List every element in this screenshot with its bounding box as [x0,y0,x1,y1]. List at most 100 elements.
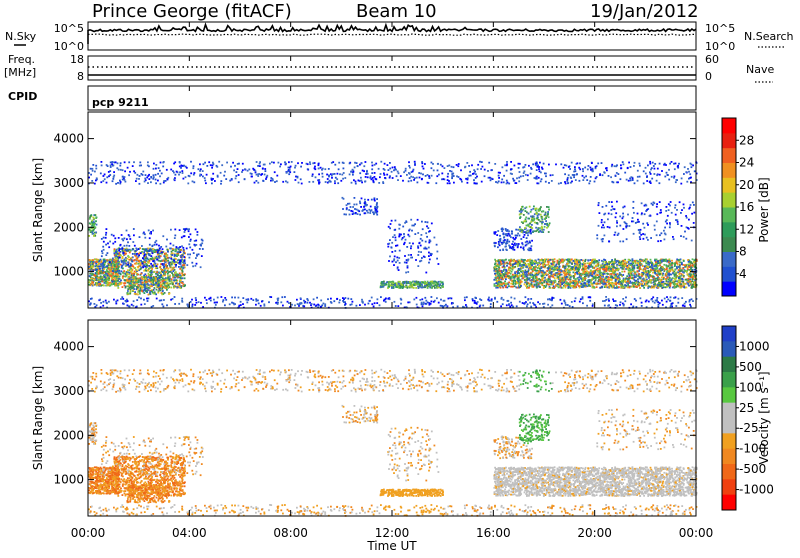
power-cell [152,230,154,232]
power-cell [390,246,392,248]
power-cell [543,287,545,289]
power-cell [410,254,412,256]
power-cell [344,213,346,215]
power-cell [622,262,624,264]
power-cell [674,271,676,273]
power-cell [195,257,197,259]
power-cell [91,220,93,222]
power-cell [506,265,508,267]
power-cell [103,237,105,239]
power-cell [173,286,175,288]
power-cell [544,262,546,264]
power-cell [129,293,131,295]
power-cell [579,281,581,283]
nave-tick-bottom: 0 [705,70,712,83]
power-cell [579,276,581,278]
power-cell [550,284,552,286]
power-cell [162,263,164,265]
power-cell [680,270,682,272]
power-cell [133,234,135,236]
power-cell [103,249,105,251]
power-cell [584,283,586,285]
power-cell [564,266,566,268]
power-cell [167,277,169,279]
power-cell [132,253,134,255]
power-cell [394,256,396,258]
freq-tick-top: 18 [70,53,84,66]
power-cell [547,261,549,263]
power-cell [588,285,590,287]
power-cell [502,278,504,280]
power-cell [434,237,436,239]
power-cell [680,262,682,264]
power-cell [391,251,393,253]
power-cell [689,263,691,265]
power-cell [630,282,632,284]
power-cell [577,278,579,280]
power-cell [437,251,439,253]
power-cell [183,256,185,258]
power-cell [530,267,532,269]
power-cell [563,272,565,274]
power-cell [534,284,536,286]
power-cell [138,263,140,265]
power-cell [127,277,129,279]
power-cell [418,251,420,253]
power-cell [98,281,100,283]
power-cell [135,250,137,252]
power-cell [645,263,647,265]
power-cell [665,286,667,288]
power-cell [142,257,144,259]
power-cell [144,237,146,239]
power-cell [534,263,536,265]
power-cell [538,259,540,261]
power-cell [636,260,638,262]
power-cell [119,257,121,259]
power-cell [149,287,151,289]
power-cell [621,271,623,273]
power-cell [151,245,153,247]
power-cell [149,260,151,262]
power-cell [667,277,669,279]
power-cell [429,287,431,289]
power-cell [678,259,680,261]
power-cell [568,286,570,288]
power-cell [554,267,556,269]
power-cell [170,258,172,260]
power-cell [143,265,145,267]
power-cell [152,260,154,262]
power-cell [106,270,108,272]
power-cell [508,272,510,274]
power-cell [615,284,617,286]
power-cell [114,248,116,250]
power-cell [585,285,587,287]
power-cell [152,265,154,267]
power-cell [647,266,649,268]
power-cell [148,273,150,275]
power-cell [666,280,668,282]
power-cell [623,278,625,280]
power-cell [602,261,604,263]
power-cell [586,274,588,276]
power-cell [146,248,148,250]
power-cell [678,280,680,282]
power-cell [168,268,170,270]
power-cell [177,283,179,285]
power-cell [681,278,683,280]
power-cell [408,254,410,256]
power-cell [169,280,171,282]
power-cell [155,285,157,287]
power-cell [104,282,106,284]
power-cell [684,264,686,266]
power-cell [129,280,131,282]
power-cell [606,270,608,272]
power-cell [127,264,129,266]
power-cell [109,241,111,243]
power-cell [114,269,116,271]
power-cell [514,285,516,287]
power-cell [691,280,693,282]
power-cell [660,279,662,281]
power-cell [545,273,547,275]
power-cell [151,290,153,292]
power-cell [615,260,617,262]
